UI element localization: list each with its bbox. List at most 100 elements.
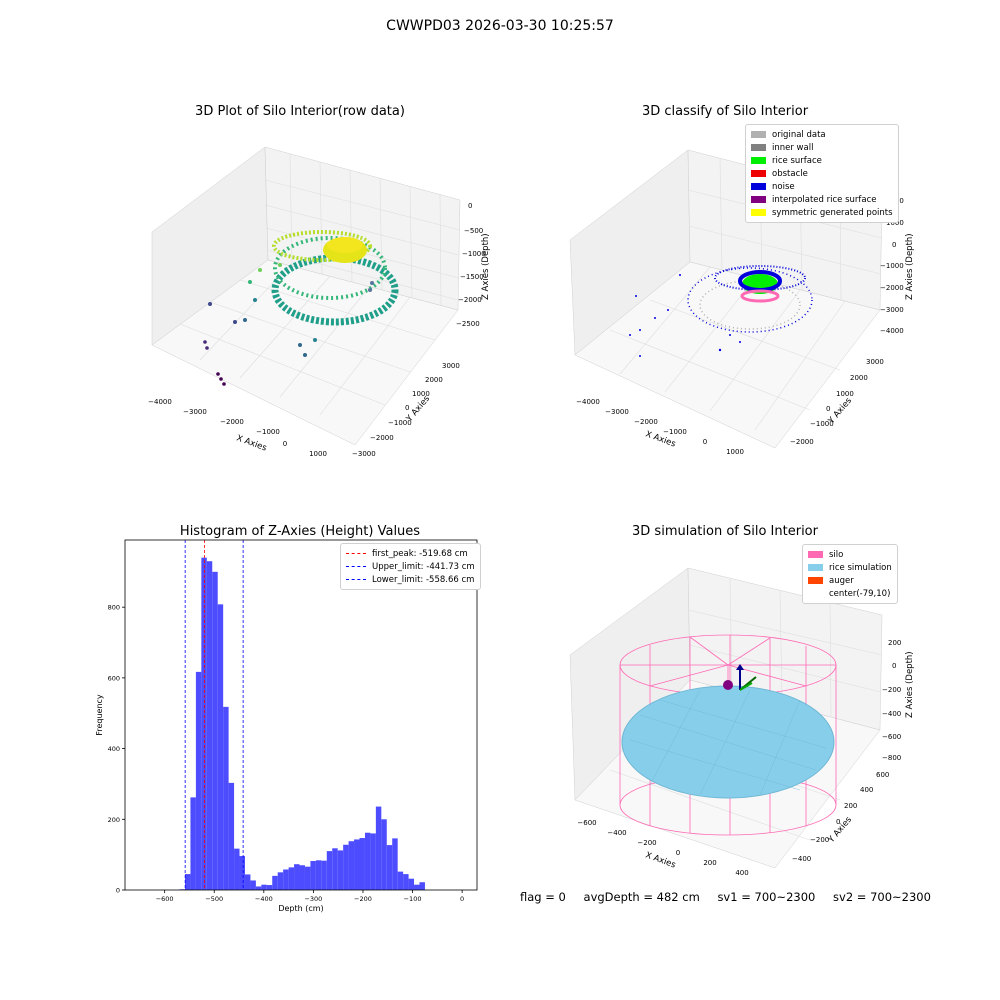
p4-xtick: 200: [703, 859, 716, 867]
histogram-bar: [299, 865, 305, 890]
p1-xtick: 1000: [309, 450, 327, 458]
p4-ytick: −400: [792, 855, 811, 863]
histogram-bar: [403, 874, 409, 890]
legend-swatch: [808, 577, 823, 584]
legend-line-swatch: [346, 579, 366, 580]
p4-ztick: 200: [888, 639, 901, 647]
figure-title: CWWPD03 2026-03-30 10:25:57: [386, 18, 614, 34]
histogram-bar: [228, 782, 235, 890]
histogram-axes-frame: [124, 539, 478, 891]
p1-ytick: −3000: [352, 450, 376, 458]
p4-xtick: −600: [577, 819, 596, 827]
legend-label: rice simulation: [829, 562, 892, 573]
histogram-bar: [201, 557, 207, 890]
panel4-title: 3D simulation of Silo Interior: [632, 524, 818, 539]
histogram-bar: [337, 850, 344, 890]
p1-xlabel: X Axies: [235, 433, 268, 453]
p1-ytick: 3000: [442, 362, 460, 370]
histogram-bar: [343, 844, 349, 890]
p2-zlabel: Z Axies (Depth): [905, 233, 915, 300]
auger-marker: [723, 664, 757, 691]
p2-ytick: 3000: [866, 358, 884, 366]
p2-ytick: −2000: [790, 438, 814, 446]
histogram-ytick-label: 800: [108, 604, 120, 612]
histogram-bar: [239, 856, 245, 890]
p4-ztick: −600: [882, 733, 901, 741]
p4-ytick: 200: [844, 802, 857, 810]
histogram-bars: [179, 557, 425, 890]
histogram-bar: [375, 806, 382, 890]
p4-xtick: 400: [735, 869, 748, 877]
histogram-bar: [277, 872, 284, 890]
histogram-legend: first_peak: -519.68 cm Upper_limit: -441.…: [340, 543, 481, 590]
histogram-bar: [250, 880, 256, 890]
p2-xtick: −3000: [605, 408, 629, 416]
p2-xtick: −1000: [663, 428, 687, 436]
histogram-bar: [315, 860, 322, 890]
p1-ytick: 2000: [425, 376, 443, 384]
p2-ztick: −3000: [880, 306, 904, 314]
histogram-legend-item: first_peak: -519.68 cm: [346, 547, 475, 560]
histogram-bar: [184, 874, 191, 890]
panel2-legend: original data inner wall rice surface obsta…: [745, 124, 899, 223]
classified-point-cloud: [629, 265, 813, 357]
legend-label: auger: [829, 575, 854, 586]
histogram-bar: [370, 833, 376, 890]
histogram-ytick-label: 600: [108, 674, 120, 682]
histogram-ytick-label: 0: [116, 887, 120, 895]
p1-ytick: 1000: [412, 390, 430, 398]
histogram-bar: [283, 869, 289, 890]
histogram-xtick-label: −400: [255, 895, 273, 903]
p4-xlabel: X Axies: [644, 850, 677, 870]
histogram-bar: [386, 845, 393, 890]
p1-ztick: −500: [464, 227, 483, 235]
histogram-yticks: 0 200 400 600 800: [108, 604, 125, 895]
p4-ytick: 600: [876, 771, 889, 779]
p1-zlabel: Z Axies (Depth): [481, 233, 491, 300]
legend-label: symmetric generated points: [772, 207, 893, 218]
histogram-xtick-label: −200: [354, 895, 372, 903]
histogram-bar: [408, 878, 415, 890]
histogram-bar: [397, 871, 404, 890]
legend-label: inner wall: [772, 142, 814, 153]
histogram-ytick-label: 200: [108, 816, 120, 824]
p2-xtick: 1000: [726, 448, 744, 456]
p4-ztick: 0: [892, 662, 896, 670]
histogram-bar: [288, 867, 295, 890]
histogram-ylabel: Frequency: [95, 694, 104, 736]
histogram-bar: [206, 561, 213, 890]
p1-xtick: −1000: [256, 428, 280, 436]
p2-legend-item: noise: [751, 180, 893, 193]
histogram-bar: [255, 886, 262, 890]
legend-swatch: [751, 170, 766, 177]
p4-ztick: −200: [882, 686, 901, 694]
status-flag: flag = 0: [520, 890, 566, 904]
legend-label: interpolated rice surface: [772, 194, 877, 205]
p2-xtick: −2000: [634, 418, 658, 426]
histogram-bar: [381, 819, 387, 890]
legend-label: Upper_limit: -441.73 cm: [372, 561, 475, 572]
p4-ytick: −200: [810, 836, 829, 844]
panel4-3d-simulation: −600 −400 −200 0 200 400 600 400 200 0 −…: [569, 567, 915, 877]
p1-ytick: −2000: [370, 434, 394, 442]
p2-ytick: 0: [826, 405, 830, 413]
histogram-xtick-label: 0: [460, 895, 464, 903]
histogram-xtick-label: −600: [156, 895, 174, 903]
p4-xtick: 0: [676, 849, 680, 857]
p4-zlabel: Z Axies (Depth): [905, 651, 915, 718]
legend-label: Lower_limit: -558.66 cm: [372, 574, 475, 585]
p1-xtick: −4000: [148, 398, 172, 406]
histogram-bar: [244, 874, 251, 890]
p1-ztick: 0: [468, 202, 472, 210]
histogram-bar: [304, 866, 311, 890]
histogram-bar: [234, 848, 240, 890]
legend-line-swatch: [346, 566, 366, 567]
histogram-xtick-label: −300: [304, 895, 322, 903]
p1-xtick: −3000: [183, 408, 207, 416]
legend-swatch: [751, 157, 766, 164]
p2-ztick: −4000: [880, 327, 904, 335]
p1-ztick: −2500: [456, 320, 480, 328]
histogram-bar: [321, 860, 327, 890]
histogram-bar: [310, 861, 316, 890]
panel4-legend: silo rice simulation auger center(-79,10): [802, 544, 898, 604]
